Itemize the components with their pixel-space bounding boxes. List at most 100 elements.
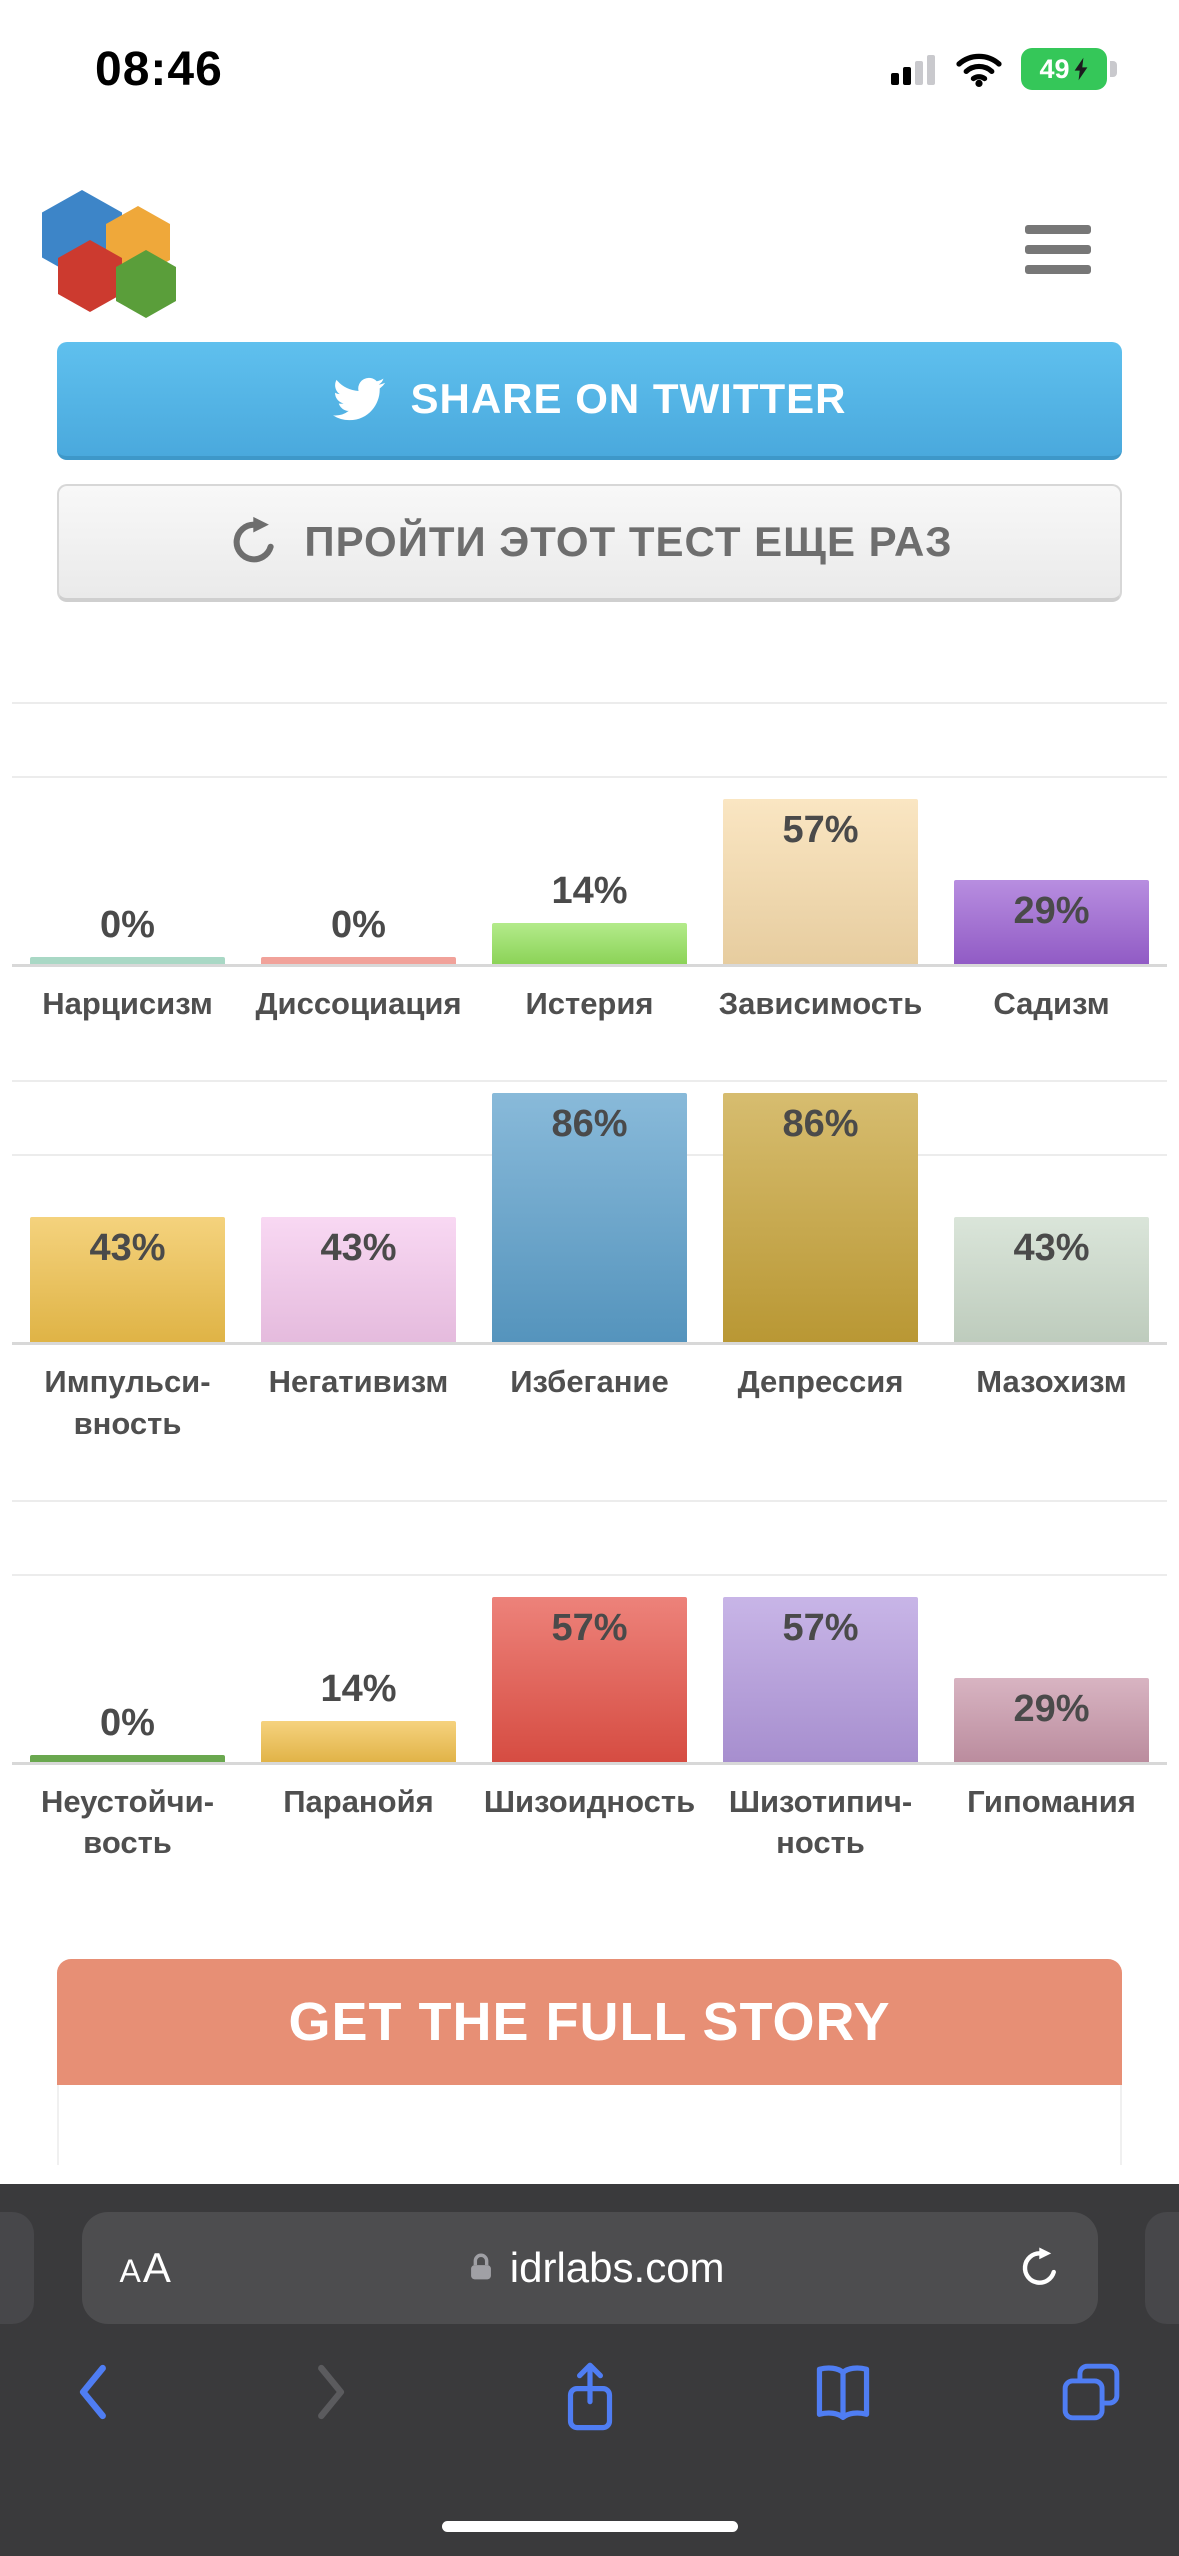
chart-bar-label: Гипомания	[967, 1783, 1136, 1819]
chart-bar: 14%	[261, 1668, 456, 1762]
chart-bar-label: Избегание	[510, 1363, 669, 1399]
chart-bar-slot: 57%	[705, 704, 936, 964]
chart-bar-value: 0%	[100, 904, 155, 946]
chart-labels-row: Неустойчи- вость Паранойя Шизоидность Шизот…	[12, 1781, 1167, 1865]
safari-bottom-chrome: AA idrlabs.com	[0, 2184, 1179, 2556]
chart-labels-row: Нарцисизм Диссоциация Истерия Зависимость Са…	[12, 983, 1167, 1025]
chart-bar-slot: 0%	[12, 704, 243, 964]
hamburger-menu-icon[interactable]	[1025, 224, 1091, 274]
address-bar[interactable]: AA idrlabs.com	[81, 2212, 1098, 2324]
chart-bar-value: 57%	[551, 1606, 628, 1649]
share-on-twitter-button[interactable]: SHARE ON TWITTER	[57, 342, 1122, 460]
chart-bar-label: Зависимость	[718, 986, 923, 1021]
chart-bar-value: 0%	[331, 904, 386, 946]
chart-bar-label: Негативизм	[268, 1363, 449, 1399]
chart-bar-slot: 29%	[936, 704, 1167, 964]
logo-hex-green	[116, 250, 176, 318]
retake-test-button[interactable]: ПРОЙТИ ЭТОТ ТЕСТ ЕЩЕ РАЗ	[57, 484, 1122, 602]
refresh-icon	[233, 516, 275, 563]
safari-toolbar	[0, 2360, 1179, 2490]
domain-label: idrlabs.com	[509, 2244, 725, 2291]
chart-bar-slot: 57%	[474, 1502, 705, 1762]
battery-percent: 49	[1039, 53, 1070, 84]
previous-tab-edge[interactable]	[0, 2212, 34, 2324]
chart-bar-value: 43%	[89, 1226, 166, 1269]
chart-bar-value: 0%	[100, 1701, 155, 1744]
share-icon[interactable]	[558, 2360, 622, 2438]
chart-bar-slot: 86%	[474, 1082, 705, 1342]
chart-bar: 0%	[261, 904, 456, 964]
chart-bar: 86%	[492, 1092, 687, 1342]
results-charts: 0% 0% 14% 57% 29% Нарцисизм Диссоциация Истерия…	[0, 702, 1179, 1864]
battery-charging-icon: 49	[1021, 48, 1117, 90]
idrlabs-logo-icon[interactable]	[42, 190, 207, 318]
chart-bar-label: Паранойя	[283, 1783, 434, 1819]
chart-plot-area: 43% 43% 86% 86% 43%	[12, 1079, 1167, 1345]
chart-bar: 57%	[723, 1596, 918, 1762]
chart-bar-slot: 0%	[243, 704, 474, 964]
chart-bar-slot: 43%	[12, 1082, 243, 1342]
url-text: idrlabs.com	[173, 2244, 1016, 2292]
chart-bar: 0%	[30, 1702, 225, 1762]
status-bar: 08:46 49	[0, 0, 1179, 104]
lock-icon	[470, 2253, 491, 2280]
reload-icon[interactable]	[1016, 2246, 1060, 2290]
chart-bar-value: 57%	[782, 809, 859, 851]
share-button-label: SHARE ON TWITTER	[410, 375, 847, 422]
chart-bar: 43%	[261, 1216, 456, 1342]
chart-bar-value: 86%	[551, 1102, 628, 1145]
charging-bolt-icon	[1074, 57, 1087, 81]
bookmarks-icon[interactable]	[809, 2360, 877, 2424]
chart-bar-label: Шизоидность	[483, 1783, 696, 1819]
twitter-bird-icon	[332, 377, 385, 421]
cta-card-body	[57, 2085, 1122, 2166]
chart-bar-slot: 57%	[705, 1502, 936, 1762]
chart-bar: 14%	[492, 870, 687, 964]
home-indicator[interactable]	[441, 2521, 738, 2532]
gridline	[12, 1573, 1167, 1576]
next-tab-edge[interactable]	[1145, 2212, 1179, 2324]
chart-bar-value: 29%	[1013, 890, 1090, 932]
url-row: AA idrlabs.com	[0, 2184, 1179, 2324]
chart-row: 0% 14% 57% 57% 29% Неустойчи- вость Паранойя Ши…	[0, 1499, 1179, 1865]
chart-labels-row: Импульси- вность Негативизм Избегание Депре…	[12, 1361, 1167, 1445]
chart-bar-label: Шизотипич- ность	[728, 1783, 913, 1861]
chart-bar-value: 43%	[320, 1226, 397, 1269]
chart-bar-slot: 0%	[12, 1502, 243, 1762]
chart-bar-value: 14%	[551, 870, 628, 912]
status-icons: 49	[891, 48, 1117, 90]
chart-bar-value: 57%	[782, 1606, 859, 1649]
get-full-story-banner: GET THE FULL STORY	[57, 1959, 1122, 2086]
retake-button-label: ПРОЙТИ ЭТОТ ТЕСТ ЕЩЕ РАЗ	[304, 518, 953, 565]
cellular-signal-icon	[891, 55, 935, 85]
chart-row: 43% 43% 86% 86% 43% Импульси- вность Негативиз…	[0, 1079, 1179, 1445]
tabs-icon[interactable]	[1059, 2360, 1123, 2424]
chart-bar-value: 43%	[1013, 1226, 1090, 1269]
chart-bar-slot: 14%	[243, 1502, 474, 1762]
chart-bar-label: Истерия	[525, 986, 654, 1021]
chart-bar-label: Диссоциация	[255, 986, 462, 1021]
forward-icon[interactable]	[304, 2360, 356, 2424]
back-icon[interactable]	[68, 2360, 120, 2424]
chart-bar-label: Неустойчи- вость	[40, 1783, 215, 1861]
chart-bar-slot: 43%	[243, 1082, 474, 1342]
chart-bar: 57%	[723, 799, 918, 964]
chart-plot-area: 0% 14% 57% 57% 29%	[12, 1499, 1167, 1765]
chart-bar-slot: 86%	[705, 1082, 936, 1342]
chart-bar-slot: 14%	[474, 704, 705, 964]
chart-bar-label: Импульси- вность	[44, 1363, 211, 1441]
chart-plot-area: 0% 0% 14% 57% 29%	[12, 702, 1167, 967]
chart-bar-label: Нарцисизм	[42, 986, 213, 1021]
wifi-icon	[956, 53, 1002, 87]
chart-bar-value: 14%	[320, 1667, 397, 1710]
reader-aa-button[interactable]: AA	[119, 2244, 173, 2291]
gridline	[12, 776, 1167, 778]
chart-bar-value: 86%	[782, 1102, 859, 1145]
chart-bar-label: Мазохизм	[976, 1363, 1127, 1399]
chart-bar: 57%	[492, 1596, 687, 1762]
chart-bar: 86%	[723, 1092, 918, 1342]
chart-bar: 43%	[954, 1216, 1149, 1342]
chart-bar-label: Депрессия	[737, 1363, 904, 1399]
chart-bar: 43%	[30, 1216, 225, 1342]
chart-bar-label: Садизм	[993, 986, 1110, 1021]
